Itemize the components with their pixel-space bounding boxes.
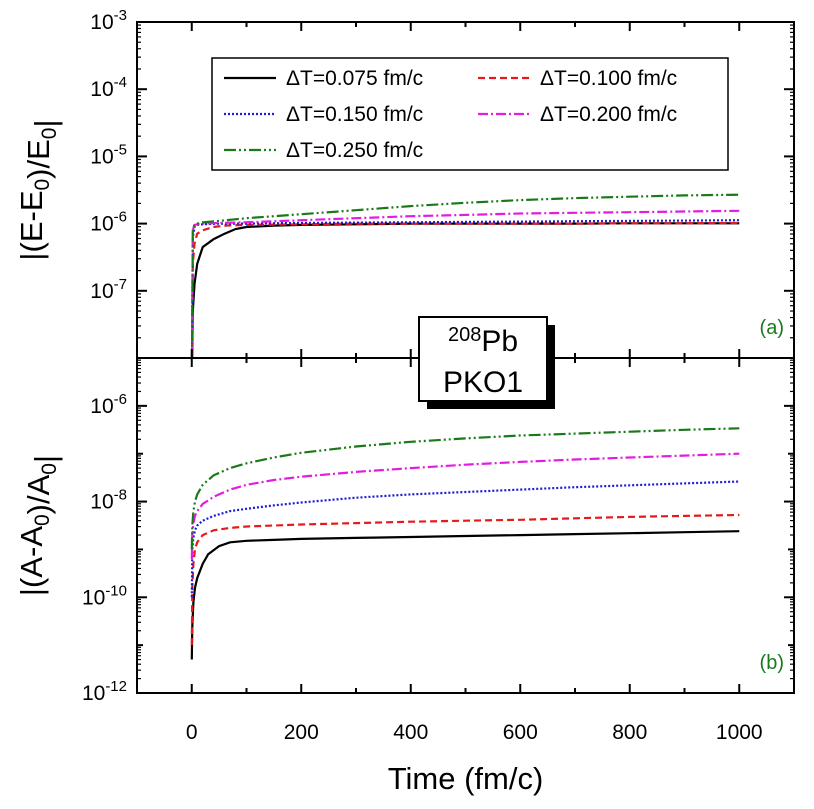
y-tick-label: 10-5 (90, 141, 127, 168)
inset-label: 208Pb PKO1 (418, 316, 555, 409)
inset-box (418, 316, 548, 402)
x-tick-label: 400 (393, 721, 428, 744)
series-line-1-3 (190, 452, 740, 560)
y-tick-label: 10-10 (82, 582, 127, 609)
legend-label: ΔT=0.200 fm/c (540, 103, 677, 126)
frame-layer (136, 21, 795, 694)
y-tick-label: 10-6 (90, 209, 127, 236)
y-axis-title: |(E-E0)/E0| (14, 119, 63, 260)
y-tick-label: 10-8 (90, 487, 127, 514)
inset-model: PKO1 (443, 366, 523, 399)
series-line-0-3 (190, 209, 740, 358)
series-line-0-2 (190, 219, 740, 358)
panel-0-series (190, 193, 740, 358)
x-tick-label: 800 (612, 721, 647, 744)
legend-label: ΔT=0.150 fm/c (286, 103, 423, 126)
series-line-0-4 (190, 193, 740, 358)
panel-1-series (190, 427, 740, 660)
x-tick-label: 1000 (716, 721, 763, 744)
series-line-1-0 (190, 530, 740, 660)
x-tick-label: 600 (503, 721, 538, 744)
x-axis-title: Time (fm/c) (388, 761, 544, 796)
y-tick-label: 10-12 (82, 678, 127, 705)
y-tick-label: 10-3 (90, 7, 127, 34)
y-tick-label: 10-4 (90, 74, 127, 101)
text-layer: 10-7 10-6 10-5 10-4 10-3 (a) |(E-E0)/E0| 10-12 1… (14, 7, 784, 796)
x-tick-label: 200 (284, 721, 319, 744)
legend-label: ΔT=0.100 fm/c (540, 67, 677, 90)
series-line-1-2 (190, 480, 740, 598)
legend-label: ΔT=0.075 fm/c (286, 67, 423, 90)
series-layer (190, 193, 740, 660)
series-line-0-1 (190, 221, 740, 358)
legend-box (211, 57, 729, 171)
legend-label: ΔT=0.250 fm/c (286, 139, 423, 162)
series-line-1-4 (190, 427, 740, 550)
panel-label: (b) (760, 652, 784, 674)
legend: ΔT=0.075 fm/c ΔT=0.100 fm/c ΔT=0.150 fm/c Δ… (211, 57, 729, 171)
panel-label: (a) (760, 317, 784, 339)
y-tick-label: 10-6 (90, 391, 127, 418)
x-tick-label: 0 (186, 721, 198, 744)
series-line-1-1 (190, 513, 740, 646)
inset-nucleus: 208Pb (448, 324, 518, 358)
y-axis-title: |(A-A0)/A0| (14, 455, 63, 596)
y-tick-label: 10-7 (90, 276, 127, 303)
